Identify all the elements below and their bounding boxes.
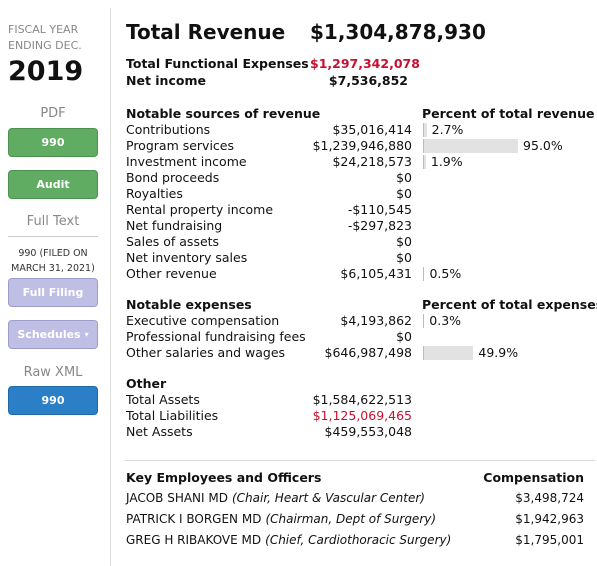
row-amount: $4,193,862 (340, 313, 412, 328)
percent-bar (423, 267, 425, 281)
row-amount: $0 (396, 329, 412, 344)
row-amount: $0 (396, 250, 412, 265)
row-label: Net fundraising (126, 218, 223, 233)
percent-bar (423, 346, 474, 360)
raw-xml-button[interactable]: 990 (8, 386, 98, 415)
raw-xml-label: Raw XML (23, 365, 83, 380)
percent-title: Percent of total expenses (422, 297, 597, 312)
button-label: Schedules (17, 328, 81, 341)
row-amount: $0 (396, 170, 412, 185)
percent-bar (423, 314, 425, 328)
row-label: Rental property income (126, 202, 274, 217)
percent-bar (423, 155, 426, 169)
summary-label: Total Functional Expenses (126, 56, 309, 71)
row-amount: -$110,545 (347, 202, 412, 217)
row-label: Total Assets (126, 392, 200, 407)
row-amount: $1,584,622,513 (312, 392, 412, 407)
summary-amount: $7,536,852 (328, 73, 408, 88)
row-label: Program services (126, 138, 235, 153)
row-label: Contributions (126, 122, 211, 137)
total-revenue: $1,304,878,930 (310, 20, 486, 44)
employee-row: GREG H RIBAKOVE MD (Chief, Cardiothoracic… (126, 532, 451, 548)
row-label: Total Liabilities (126, 408, 219, 423)
row-amount: $0 (396, 234, 412, 249)
row-label: Net Assets (126, 424, 193, 439)
employee-name: PATRICK I BORGEN MD (126, 512, 262, 526)
percent-label: 1.9% (430, 154, 463, 169)
employee-title: (Chair, Heart & Vascular Center) (231, 491, 425, 505)
employee-title: (Chairman, Dept of Surgery) (265, 512, 437, 526)
percent-label: 49.9% (478, 345, 519, 360)
caret: ▾ (84, 330, 89, 339)
summary-label: Net income (126, 73, 206, 88)
row-amount: $1,125,069,465 (312, 408, 412, 423)
percent-bar (423, 139, 519, 153)
row-amount: $459,553,048 (324, 424, 412, 439)
employee-title: (Chief, Cardiothoracic Surgery) (265, 533, 452, 547)
schedules-button[interactable]: Schedules ▾ (8, 320, 98, 349)
percent-bar (423, 123, 427, 137)
percent-label: 2.7% (431, 122, 464, 137)
fiscal-year-label: FISCAL YEAR ENDING DEC. (8, 23, 82, 52)
row-amount: $0 (396, 186, 412, 201)
row-amount: $24,218,573 (332, 154, 412, 169)
employee-name: GREG H RIBAKOVE MD (126, 533, 262, 547)
compensation: $3,498,724 (515, 491, 584, 505)
row-label: Executive compensation (126, 313, 280, 328)
pdf-label: PDF (40, 106, 66, 121)
year: 2019 (8, 56, 84, 87)
full-text-label: Full Text (26, 214, 80, 229)
employee-row: JACOB SHANI MD (Chair, Heart & Vascular C… (126, 490, 425, 506)
percent-label: 0.5% (429, 266, 462, 281)
compensation: $1,795,001 (515, 533, 584, 547)
row-label: Professional fundraising fees (126, 329, 306, 344)
row-label: Other revenue (126, 266, 217, 281)
filing-note: 990 (FILED ON MARCH 31, 2021) (11, 248, 95, 274)
row-label: Other salaries and wages (126, 345, 286, 360)
percent-label: 95.0% (523, 138, 563, 153)
row-amount: $35,016,414 (332, 122, 412, 137)
row-label: Sales of assets (126, 234, 220, 249)
title: Total Revenue (126, 20, 286, 44)
rule (125, 460, 595, 461)
percent-title: Percent of total revenue (422, 106, 595, 121)
row-label: Royalties (126, 186, 183, 201)
row-label: Bond proceeds (126, 170, 220, 185)
row-label: Net inventory sales (126, 250, 248, 265)
compensation-title: Compensation (483, 470, 584, 485)
full-filing-button[interactable]: Full Filing (8, 278, 98, 307)
section-title: Notable expenses (126, 297, 252, 312)
rule (8, 236, 98, 237)
pdf-button[interactable]: Audit (8, 170, 98, 199)
divider (110, 8, 111, 566)
summary-amount: $1,297,342,078 (310, 56, 420, 71)
row-amount: $1,239,946,880 (312, 138, 412, 153)
row-amount: $646,987,498 (324, 345, 412, 360)
percent-label: 0.3% (429, 313, 462, 328)
pdf-button[interactable]: 990 (8, 128, 98, 157)
row-amount: -$297,823 (347, 218, 412, 233)
employee-name: JACOB SHANI MD (126, 491, 228, 505)
section-title: Notable sources of revenue (126, 106, 321, 121)
row-amount: $6,105,431 (340, 266, 412, 281)
employee-row: PATRICK I BORGEN MD (Chairman, Dept of Su… (126, 511, 436, 527)
section-title: Other (126, 376, 167, 391)
employees-title: Key Employees and Officers (126, 470, 322, 485)
row-label: Investment income (126, 154, 247, 169)
compensation: $1,942,963 (515, 512, 584, 526)
